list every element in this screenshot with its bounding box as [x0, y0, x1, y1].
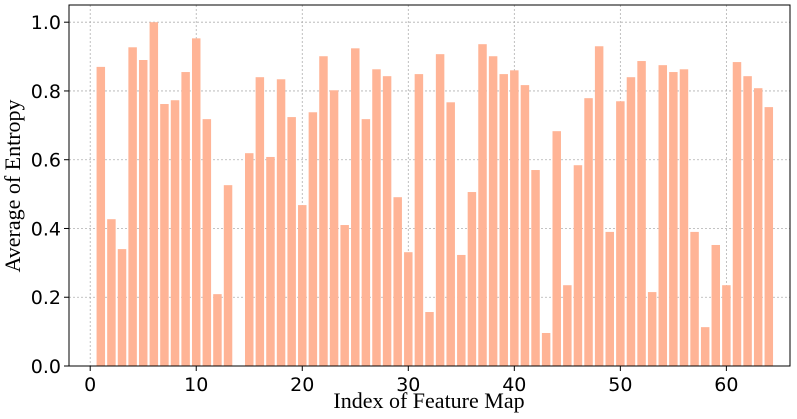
bar: [563, 285, 572, 366]
y-tick-label: 0.8: [31, 81, 61, 103]
bar: [700, 327, 710, 366]
bar: [679, 69, 689, 366]
y-axis-label: Average of Entropy: [0, 99, 25, 272]
bar: [107, 219, 116, 366]
bar: [499, 74, 508, 366]
bar: [191, 38, 201, 367]
bar: [213, 294, 222, 366]
bar: [541, 332, 551, 366]
bar: [414, 74, 424, 366]
bar: [764, 107, 774, 367]
bar: [404, 252, 413, 366]
bar: [393, 197, 402, 366]
bar: [616, 101, 625, 367]
bar: [170, 100, 180, 367]
bar: [361, 119, 371, 366]
y-tick-label: 0.0: [31, 356, 61, 378]
bar: [722, 285, 731, 366]
bar: [435, 54, 445, 366]
x-tick-label: 40: [502, 374, 526, 396]
bar: [594, 46, 604, 366]
bar: [96, 66, 106, 366]
bar: [308, 112, 318, 366]
y-tick-label: 0.2: [31, 287, 61, 309]
bar: [382, 76, 392, 366]
bar: [488, 56, 498, 366]
bar: [255, 77, 265, 366]
bar: [276, 79, 286, 367]
bar: [329, 90, 339, 366]
y-tick-label: 1.0: [31, 12, 61, 34]
x-tick-label: 30: [396, 374, 420, 396]
x-tick-label: 60: [714, 374, 738, 396]
bar: [552, 131, 561, 366]
bar: [605, 231, 614, 366]
x-axis-label: Index of Feature Map: [333, 388, 524, 413]
y-tick-label: 0.4: [31, 218, 61, 240]
bar: [478, 44, 487, 367]
bar: [160, 104, 169, 366]
plot-frame: [68, 4, 791, 367]
bar: [149, 22, 159, 366]
bar: [647, 292, 657, 366]
x-tick-label: 50: [608, 374, 632, 396]
bar: [520, 85, 530, 367]
bar: [372, 69, 381, 366]
bar: [287, 117, 296, 366]
bar: [446, 102, 455, 366]
bar: [753, 88, 763, 366]
bar: [298, 205, 307, 366]
bar: [457, 254, 466, 366]
bar: [138, 60, 148, 367]
bar: [626, 77, 636, 366]
bar: [319, 56, 328, 366]
bar: [743, 76, 752, 366]
bar: [117, 249, 127, 366]
bar: [425, 312, 434, 366]
bar: [351, 48, 360, 366]
bar: [669, 72, 678, 367]
bar: [181, 72, 190, 367]
bar: [128, 47, 137, 366]
bar: [223, 185, 233, 366]
x-tick-label: 0: [84, 374, 96, 396]
bar: [732, 62, 742, 366]
bar: [584, 98, 593, 367]
bar: [510, 70, 519, 367]
bar: [690, 231, 699, 366]
bar: [637, 61, 646, 366]
bar: [711, 244, 721, 366]
bar: [658, 65, 668, 367]
y-tick-label: 0.6: [31, 150, 61, 172]
x-tick-label: 10: [184, 374, 208, 396]
bar: [340, 225, 349, 366]
bar: [202, 119, 212, 366]
x-tick-label: 20: [290, 374, 314, 396]
bar: [467, 192, 477, 366]
bar: [245, 153, 254, 366]
bar: [573, 165, 583, 366]
bar: [531, 170, 540, 366]
bar: [266, 156, 275, 366]
